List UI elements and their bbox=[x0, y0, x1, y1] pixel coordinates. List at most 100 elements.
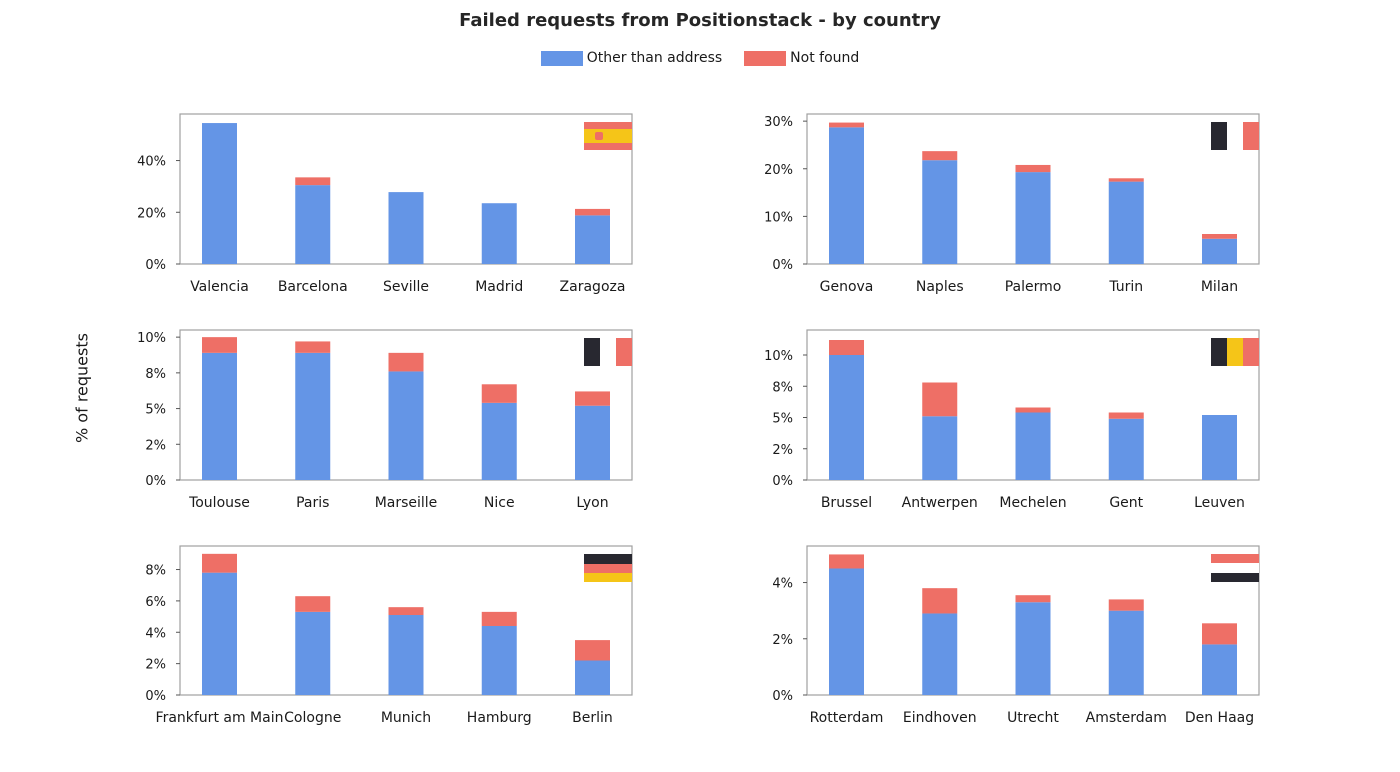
bar-notfound-den-haag bbox=[1202, 623, 1237, 645]
bar-other-naples bbox=[922, 160, 958, 264]
bar-notfound-toulouse bbox=[202, 337, 237, 353]
x-tick-label: Frankfurt am Main bbox=[156, 710, 284, 726]
bar-other-munich bbox=[388, 615, 424, 695]
bar-notfound-utrecht bbox=[1015, 595, 1051, 603]
legend: Other than address Not found bbox=[0, 50, 1400, 66]
x-tick-label: Milan bbox=[1201, 279, 1238, 295]
x-tick-label: Gent bbox=[1109, 495, 1143, 511]
legend-item-notfound: Not found bbox=[744, 50, 859, 66]
bar-other-milan bbox=[1202, 238, 1237, 264]
bar-other-rotterdam bbox=[829, 568, 864, 695]
flag-stripe bbox=[616, 338, 632, 366]
bar-notfound-milan bbox=[1202, 234, 1237, 239]
y-tick-label: 0% bbox=[772, 258, 793, 273]
chart-panel-germany: 0% 2% 4% 6% 8% Frankfurt am Main Cologne Munich… bbox=[145, 545, 633, 726]
y-tick-label: 0% bbox=[145, 689, 166, 704]
bar-notfound-naples bbox=[922, 151, 958, 161]
bar-notfound-genova bbox=[829, 122, 864, 128]
bar-other-valencia bbox=[202, 123, 237, 264]
y-tick-label: 8% bbox=[145, 564, 166, 579]
flag-stripe bbox=[584, 129, 632, 143]
bar-other-antwerpen bbox=[922, 416, 958, 480]
flag-stripe bbox=[584, 143, 632, 150]
x-tick-label: Leuven bbox=[1194, 495, 1245, 511]
bar-notfound-amsterdam bbox=[1108, 599, 1144, 611]
bar-notfound-nice bbox=[481, 384, 517, 403]
bar-other-cologne bbox=[295, 611, 331, 695]
legend-item-other: Other than address bbox=[540, 50, 722, 66]
flag-stripe bbox=[1211, 122, 1227, 150]
y-tick-label: 5% bbox=[772, 412, 793, 427]
x-tick-label: Antwerpen bbox=[902, 495, 978, 511]
bar-other-frankfurt-am-main bbox=[202, 572, 237, 695]
bar-notfound-turin bbox=[1108, 178, 1144, 182]
x-tick-label: Paris bbox=[296, 495, 329, 511]
bar-notfound-brussel bbox=[829, 340, 864, 355]
y-tick-label: 2% bbox=[772, 633, 793, 648]
y-tick-label: 5% bbox=[145, 403, 166, 418]
y-tick-label: 2% bbox=[145, 438, 166, 453]
x-tick-label: Berlin bbox=[572, 710, 613, 726]
chart-panel-france: 0% 2% 5% 8% 10% Toulouse Paris Marseille Nice Lyo… bbox=[137, 329, 633, 511]
x-tick-label: Hamburg bbox=[467, 710, 532, 726]
y-tick-label: 10% bbox=[137, 331, 166, 346]
bar-notfound-rotterdam bbox=[829, 554, 864, 569]
bar-other-lyon bbox=[575, 405, 610, 480]
flag-stripe bbox=[1211, 338, 1227, 366]
y-tick-label: 0% bbox=[772, 689, 793, 704]
y-tick-label: 10% bbox=[764, 349, 793, 364]
germany-flag-icon bbox=[584, 554, 632, 582]
x-tick-label: Amsterdam bbox=[1086, 710, 1167, 726]
y-tick-label: 40% bbox=[137, 155, 166, 170]
x-tick-label: Eindhoven bbox=[903, 710, 977, 726]
bar-other-den-haag bbox=[1202, 644, 1237, 695]
bar-other-brussel bbox=[829, 355, 864, 480]
bar-notfound-munich bbox=[388, 607, 424, 616]
y-tick-label: 6% bbox=[145, 595, 166, 610]
x-tick-label: Rotterdam bbox=[810, 710, 884, 726]
y-tick-label: 0% bbox=[145, 474, 166, 489]
bar-other-nice bbox=[481, 402, 517, 480]
bar-other-utrecht bbox=[1015, 602, 1051, 695]
belgium-flag-icon bbox=[1211, 338, 1259, 366]
chart-panel-spain: 0% 20% 40% Valencia Barcelona Seville Madrid Za… bbox=[137, 113, 633, 295]
y-tick-label: 4% bbox=[772, 577, 793, 592]
flag-stripe bbox=[1243, 338, 1259, 366]
spain-flag-icon bbox=[584, 122, 632, 150]
bar-notfound-lyon bbox=[575, 391, 610, 406]
x-tick-label: Utrecht bbox=[1007, 710, 1059, 726]
x-tick-label: Naples bbox=[916, 279, 964, 295]
y-tick-label: 2% bbox=[145, 658, 166, 673]
bar-notfound-zaragoza bbox=[575, 208, 610, 216]
flag-emblem bbox=[595, 132, 603, 140]
flag-stripe bbox=[584, 564, 632, 573]
x-tick-label: Palermo bbox=[1005, 279, 1062, 295]
flag-stripe bbox=[1211, 573, 1259, 582]
bar-other-madrid bbox=[481, 203, 517, 264]
bar-notfound-berlin bbox=[575, 640, 610, 661]
flag-stripe bbox=[1211, 554, 1259, 563]
bar-notfound-hamburg bbox=[481, 611, 517, 626]
bar-notfound-cologne bbox=[295, 596, 331, 612]
y-tick-label: 0% bbox=[772, 474, 793, 489]
y-tick-label: 10% bbox=[764, 210, 793, 225]
chart-panel-italy: 0% 10% 20% 30% Genova Naples Palermo Turin Milan bbox=[764, 113, 1260, 295]
y-tick-label: 30% bbox=[764, 115, 793, 130]
flag-stripe bbox=[584, 122, 632, 129]
legend-swatch-notfound bbox=[744, 50, 787, 66]
chart-title: Failed requests from Positionstack - by … bbox=[459, 10, 941, 31]
x-tick-label: Lyon bbox=[576, 495, 608, 511]
bar-other-amsterdam bbox=[1108, 610, 1144, 695]
chart-panel-netherlands: 0% 2% 4% Rotterdam Eindhoven Utrecht Amsterdam… bbox=[772, 545, 1260, 726]
bar-other-turin bbox=[1108, 181, 1144, 264]
netherlands-flag-icon bbox=[1211, 554, 1259, 582]
x-tick-label: Munich bbox=[381, 710, 431, 726]
x-tick-label: Marseille bbox=[375, 495, 438, 511]
bar-other-marseille bbox=[388, 371, 424, 480]
y-tick-label: 20% bbox=[137, 206, 166, 221]
x-tick-label: Valencia bbox=[190, 279, 249, 295]
y-tick-label: 0% bbox=[145, 258, 166, 273]
bar-other-eindhoven bbox=[922, 613, 958, 695]
flag-stripe bbox=[584, 554, 632, 564]
x-tick-label: Mechelen bbox=[999, 495, 1066, 511]
